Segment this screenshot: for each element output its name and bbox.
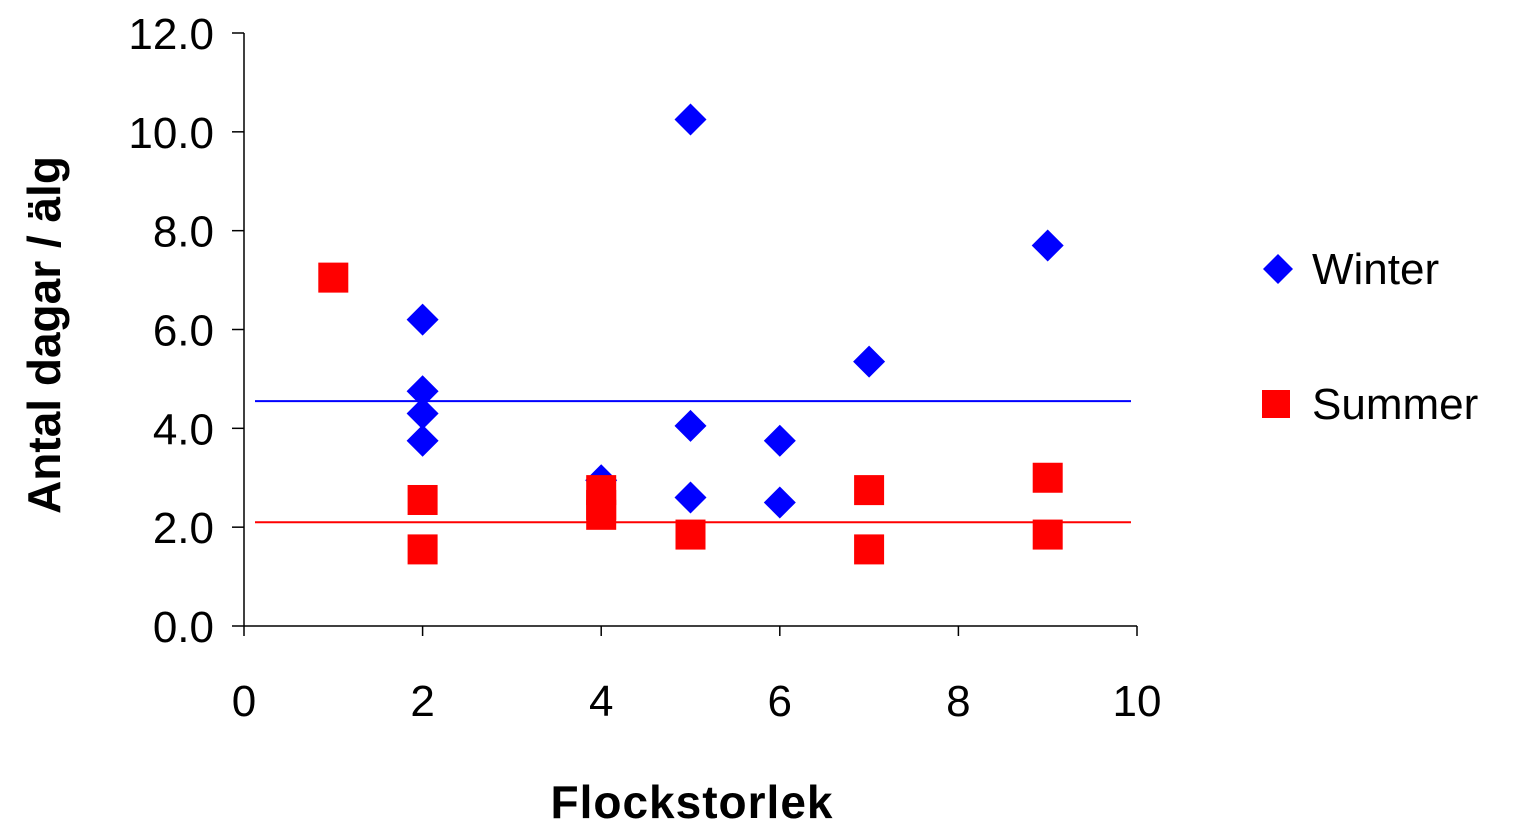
legend-summer-square-icon [1262, 390, 1290, 418]
y-axis-title: Antal dagar / älg [18, 156, 70, 514]
y-tick-label: 12.0 [128, 10, 214, 59]
summer-data-point [854, 475, 885, 506]
legend-winter-diamond-icon [1263, 254, 1293, 284]
summer-data-point [586, 499, 617, 530]
summer-data-point [1032, 462, 1063, 493]
legend-item-winter: Winter [1263, 245, 1439, 294]
x-tick-label: 0 [232, 677, 256, 726]
winter-data-point [674, 481, 707, 514]
y-ticks: 0.0 2.0 4.0 6.0 8.0 10.0 12.0 [128, 10, 244, 652]
legend-winter-label: Winter [1312, 245, 1439, 294]
summer-data-point [675, 519, 706, 550]
y-tick-label: 4.0 [153, 405, 214, 454]
legend-summer-label: Summer [1312, 380, 1478, 429]
x-tick-label: 8 [946, 677, 970, 726]
y-tick-label: 10.0 [128, 109, 214, 158]
winter-data-point [674, 103, 707, 136]
x-tick-label: 2 [410, 677, 434, 726]
x-tick-label: 10 [1113, 677, 1162, 726]
y-tick-label: 8.0 [153, 208, 214, 257]
summer-data-point [1032, 519, 1063, 550]
summer-data-point [854, 534, 885, 565]
summer-data-point [407, 484, 438, 515]
legend: Winter Summer [1262, 245, 1478, 429]
y-tick-label: 2.0 [153, 504, 214, 553]
summer-data-point [318, 262, 349, 293]
winter-data-point [406, 424, 439, 457]
y-tick-label: 0.0 [153, 603, 214, 652]
y-tick-label: 6.0 [153, 307, 214, 356]
winter-data-point [406, 375, 439, 408]
summer-data-point [407, 534, 438, 565]
winter-data-point [406, 303, 439, 336]
winter-data-point [763, 424, 796, 457]
winter-data-point [763, 486, 796, 519]
winter-data-point [406, 397, 439, 430]
winter-data-point [674, 409, 707, 442]
winter-data-point [1031, 229, 1064, 262]
x-tick-label: 6 [768, 677, 792, 726]
winter-data-point [853, 345, 886, 378]
data-markers [318, 103, 1064, 565]
x-tick-label: 4 [589, 677, 613, 726]
x-ticks: 0 2 4 6 8 10 [232, 626, 1162, 726]
x-axis-title: Flockstorlek [551, 776, 834, 824]
legend-item-summer: Summer [1262, 380, 1478, 429]
